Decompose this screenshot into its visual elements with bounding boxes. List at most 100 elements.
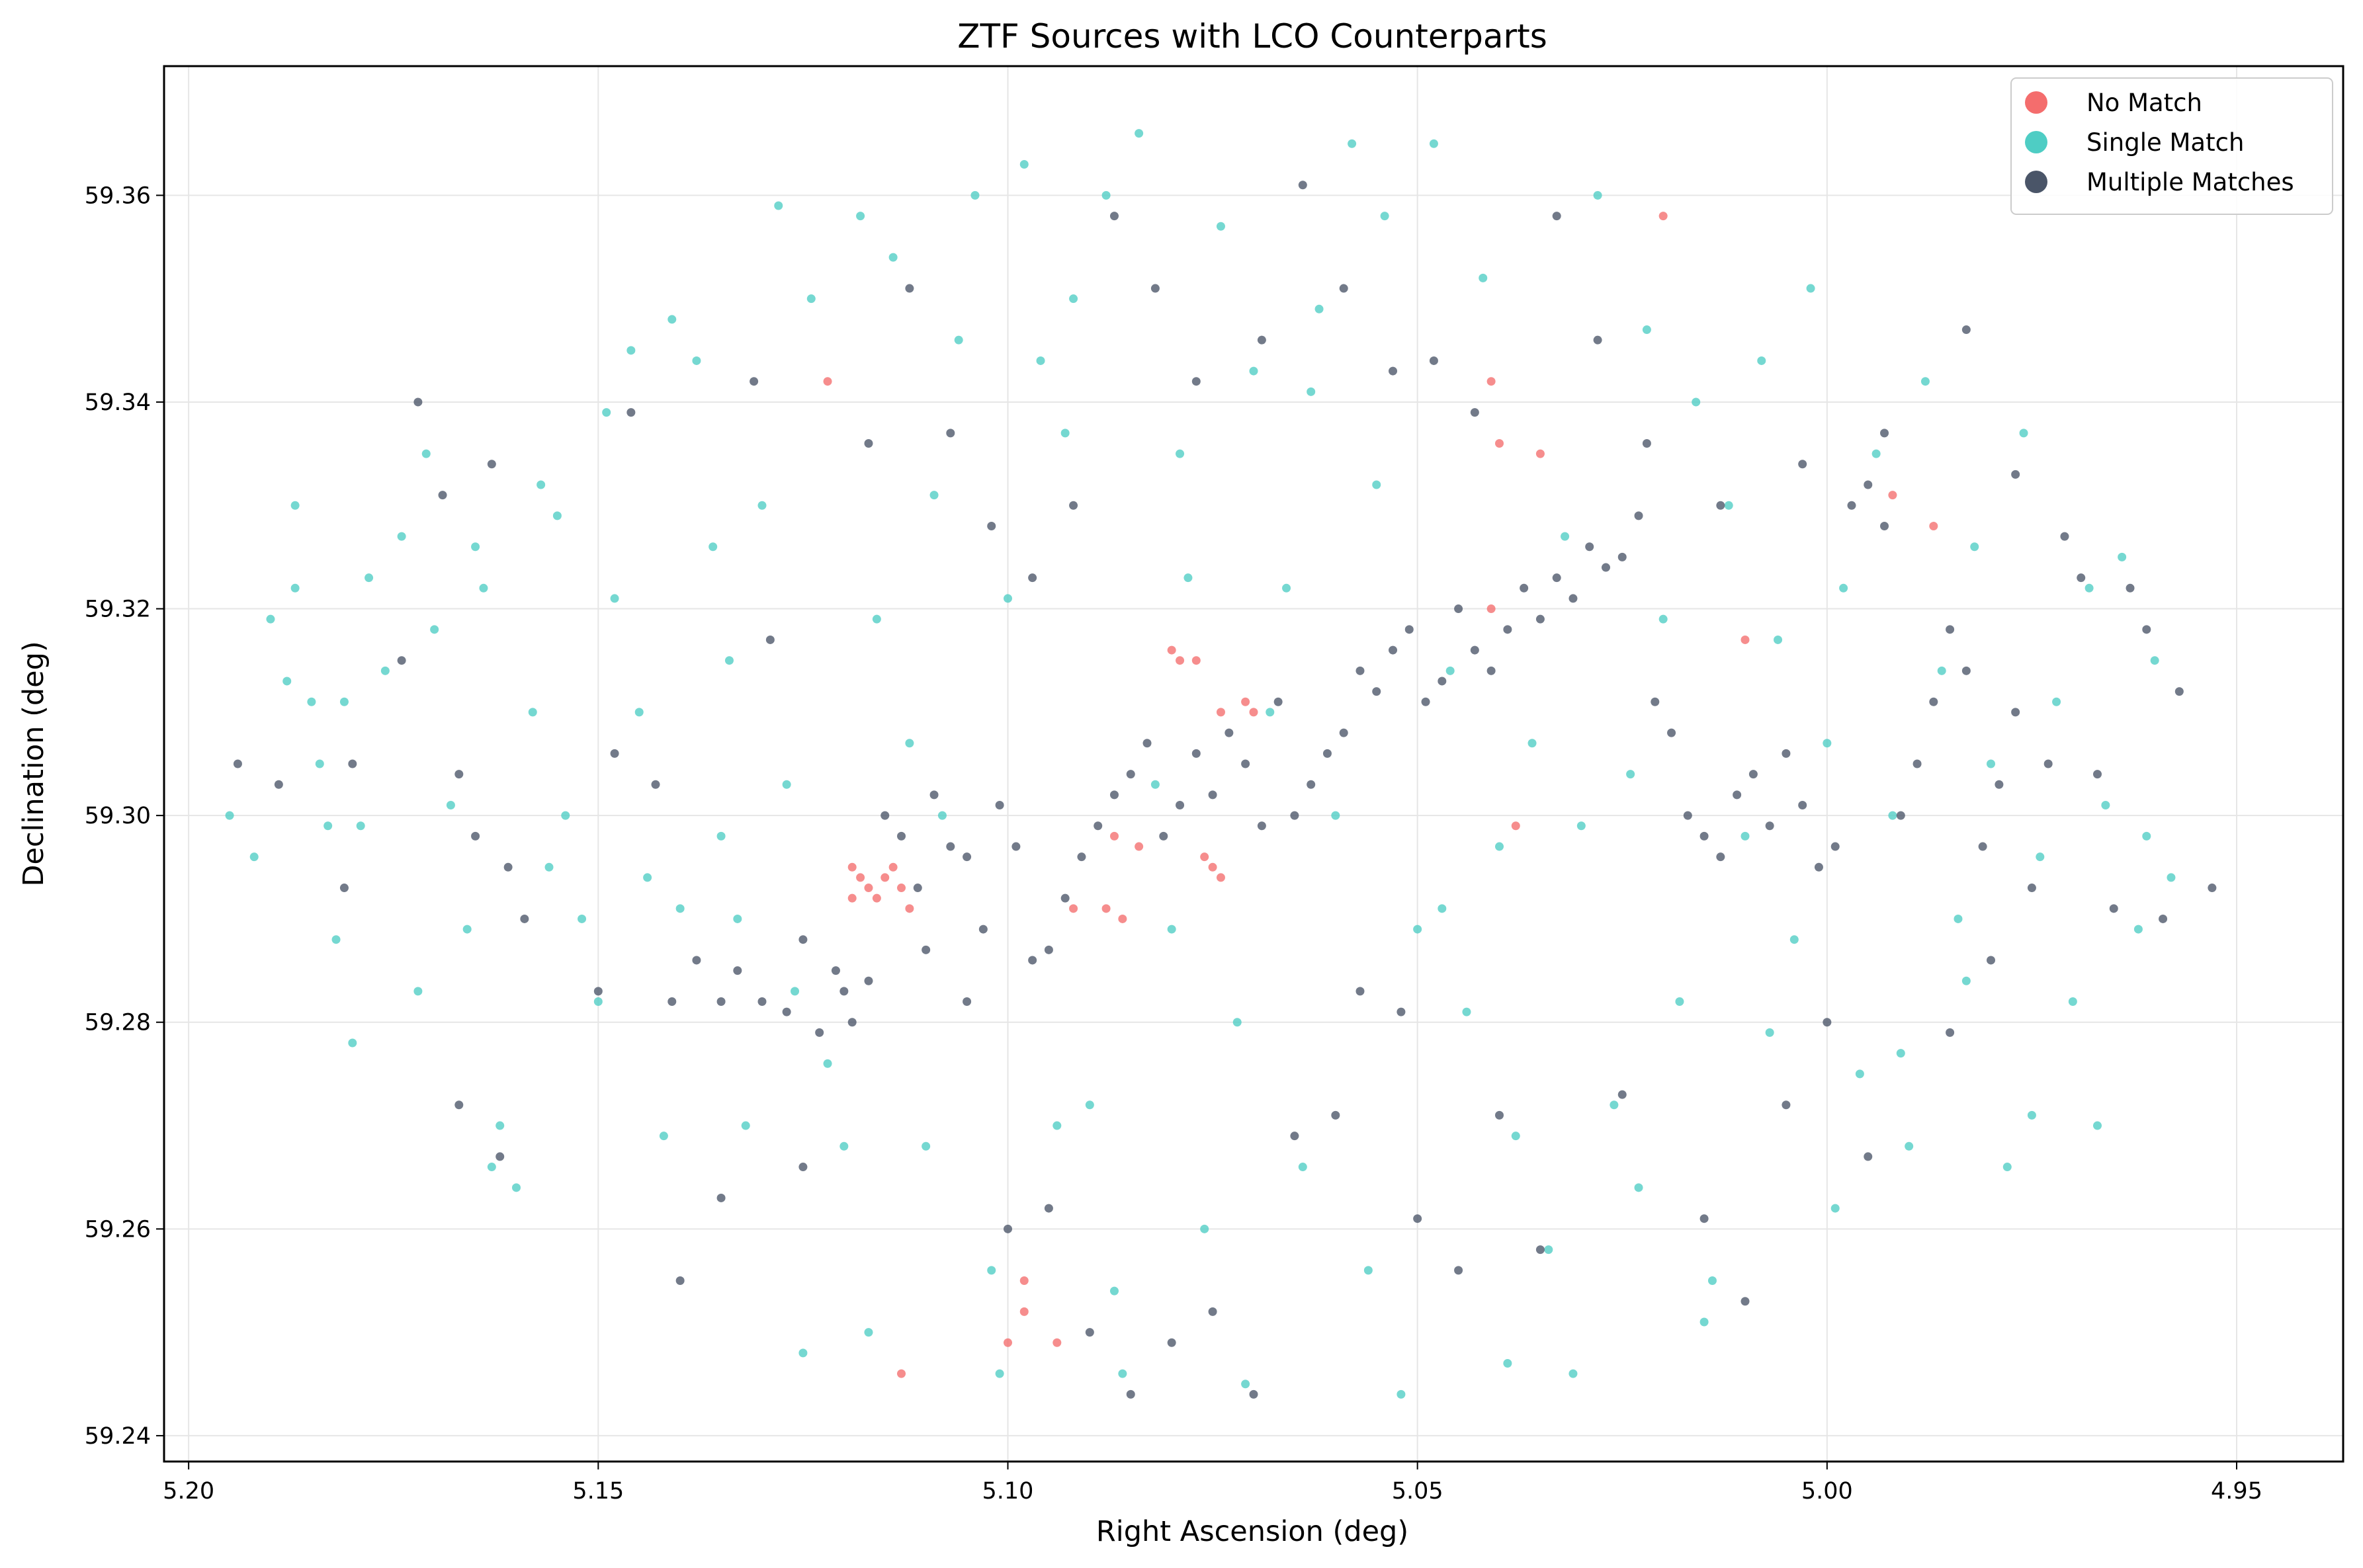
data-point <box>1535 614 1545 624</box>
data-point <box>282 677 292 686</box>
data-point <box>1626 770 1635 779</box>
data-point <box>1527 739 1537 748</box>
data-point <box>1658 212 1668 221</box>
data-point <box>937 811 947 820</box>
data-point <box>782 1007 791 1016</box>
data-point <box>1905 1141 1914 1151</box>
data-point <box>1651 697 1660 706</box>
data-point <box>315 759 324 768</box>
data-point <box>1167 1338 1176 1347</box>
data-point <box>872 614 881 624</box>
data-point <box>1511 821 1520 831</box>
data-point <box>1880 429 1889 438</box>
y-tick-label: 59.24 <box>85 1423 151 1450</box>
data-point <box>1486 377 1496 386</box>
x-tick-label: 4.95 <box>2211 1478 2262 1505</box>
data-point <box>1978 842 1987 851</box>
data-point <box>1109 790 1119 800</box>
data-point <box>1740 831 1750 841</box>
data-point <box>757 501 767 510</box>
data-point <box>815 1028 824 1037</box>
data-point <box>602 408 611 417</box>
data-point <box>1339 284 1348 293</box>
data-point <box>856 873 865 882</box>
data-point <box>1987 759 1996 768</box>
data-point <box>929 491 939 500</box>
data-point <box>856 212 865 221</box>
data-point <box>1322 749 1332 758</box>
data-point <box>823 1059 832 1068</box>
data-point <box>1307 387 1316 396</box>
data-point <box>1568 1369 1578 1378</box>
data-point <box>1716 852 1725 862</box>
data-point <box>1003 594 1012 603</box>
data-point <box>1823 739 1832 748</box>
data-point <box>1216 873 1225 882</box>
data-point <box>1135 129 1144 138</box>
data-point <box>1003 1338 1012 1347</box>
data-point <box>847 893 857 903</box>
data-point <box>2150 656 2159 665</box>
data-point <box>446 801 455 810</box>
data-point <box>987 1266 996 1275</box>
data-point <box>1208 790 1217 800</box>
data-point <box>1307 780 1316 789</box>
data-point <box>1503 625 1512 634</box>
data-point <box>741 1121 750 1130</box>
data-point <box>438 491 447 500</box>
data-point <box>1937 666 1946 675</box>
data-point <box>791 987 800 996</box>
data-point <box>888 862 898 872</box>
data-point <box>1642 325 1651 335</box>
legend-marker <box>2025 131 2047 153</box>
data-point <box>454 1100 464 1110</box>
x-axis-ticks: 5.20 5.15 5.10 5.05 5.00 4.95 <box>163 1462 2262 1505</box>
series-no-match <box>823 212 1938 1378</box>
data-point <box>1241 697 1250 706</box>
data-point <box>1896 1049 1905 1058</box>
data-point <box>716 997 726 1006</box>
data-point <box>1101 904 1111 913</box>
data-point <box>1782 749 1791 758</box>
data-point <box>2142 625 2151 634</box>
data-point <box>1495 438 1504 448</box>
data-point <box>1486 604 1496 614</box>
data-point <box>1568 594 1578 603</box>
data-point <box>495 1152 505 1161</box>
data-point <box>716 1193 726 1202</box>
data-point <box>1077 852 1086 862</box>
data-point <box>881 811 890 820</box>
data-point <box>1757 356 1766 365</box>
data-point <box>864 976 873 985</box>
data-point <box>963 997 972 1006</box>
data-point <box>2174 687 2184 696</box>
y-axis-label: Declination (deg) <box>17 641 50 886</box>
data-point <box>1765 1028 1774 1037</box>
data-point <box>487 460 496 469</box>
data-point <box>1101 190 1111 200</box>
data-point <box>2060 532 2069 541</box>
data-point <box>1159 831 1168 841</box>
data-point <box>724 656 734 665</box>
data-point <box>1176 801 1185 810</box>
data-point <box>511 1183 521 1192</box>
data-point <box>1954 914 1963 923</box>
data-point <box>1798 460 1807 469</box>
grid-lines <box>164 66 2343 1462</box>
data-point <box>667 997 677 1006</box>
data-point <box>1462 1007 1471 1016</box>
data-point <box>987 522 996 531</box>
data-point <box>709 542 718 552</box>
series-multiple-matches <box>233 181 2217 1399</box>
data-point <box>757 997 767 1006</box>
data-point <box>2126 583 2135 593</box>
data-point <box>1929 697 1938 706</box>
data-point <box>1740 635 1750 644</box>
data-point <box>1888 811 1897 820</box>
data-point <box>2092 770 2102 779</box>
data-point <box>339 697 349 706</box>
y-tick-label: 59.34 <box>85 390 151 416</box>
data-point <box>1946 625 1955 634</box>
data-point <box>1208 1307 1217 1316</box>
